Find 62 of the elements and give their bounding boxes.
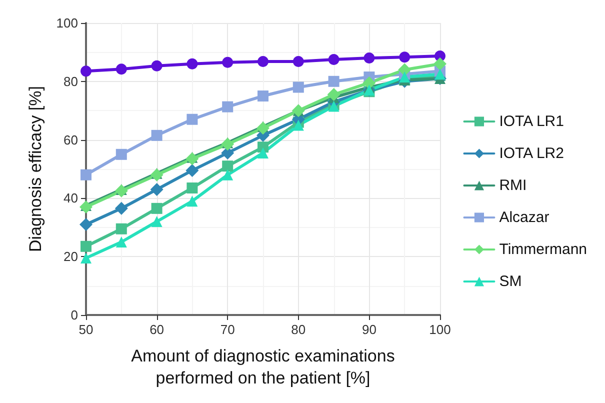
y-tick-label: 60: [64, 132, 78, 148]
legend-label: RMI: [499, 177, 527, 194]
point: [258, 56, 268, 68]
point: [222, 101, 234, 112]
y-tick-label: 80: [64, 74, 78, 89]
y-tick-label: 20: [64, 249, 78, 264]
point: [258, 90, 268, 102]
point: [222, 56, 234, 68]
y-tick-label: 0: [70, 308, 78, 322]
point: [186, 164, 199, 177]
point: [328, 54, 340, 65]
point: [362, 76, 376, 90]
point: [151, 202, 162, 214]
legend-label: IOTA LR2: [499, 145, 564, 162]
point: [328, 76, 340, 87]
point: [150, 182, 164, 196]
point: [114, 184, 128, 198]
x-tick-label: 90: [362, 322, 376, 337]
point: [80, 252, 92, 264]
y-tick-label: 100: [56, 16, 78, 30]
x-tick-label: 70: [220, 322, 235, 337]
point: [222, 169, 234, 180]
y-axis-title: Diagnosis efficacy [%]: [26, 86, 45, 252]
point: [151, 130, 162, 141]
point: [399, 52, 410, 63]
legend-label: SM: [499, 273, 522, 290]
point: [151, 60, 162, 72]
point: [292, 120, 304, 131]
point: [292, 82, 304, 93]
point: [114, 202, 128, 215]
point: [186, 182, 198, 194]
legend-label: Timmermann: [499, 241, 588, 258]
point: [186, 114, 198, 125]
point: [399, 72, 410, 83]
point: [434, 57, 446, 70]
point: [364, 52, 375, 64]
point: [292, 56, 304, 68]
x-tick-label: 60: [150, 322, 164, 337]
point: [222, 160, 234, 172]
x-tick-label: 80: [291, 322, 306, 337]
point: [221, 138, 234, 151]
point: [80, 169, 92, 180]
point: [116, 64, 127, 75]
point: [258, 147, 268, 158]
point: [80, 218, 92, 231]
point: [327, 88, 340, 102]
point: [116, 148, 127, 160]
x-axis-title: Amount of diagnostic examinations performed on the patient [%]: [131, 346, 395, 388]
legend-label: IOTA LR1: [499, 113, 564, 130]
point: [398, 63, 412, 76]
point: [80, 66, 92, 77]
point: [186, 196, 198, 207]
legend-label: Alcazar: [499, 209, 550, 226]
point: [80, 240, 92, 252]
point: [256, 122, 270, 135]
x-tick-label: 100: [429, 322, 451, 337]
x-tick-label: 50: [78, 322, 94, 337]
y-tick-label: 40: [64, 190, 78, 206]
point: [116, 236, 127, 248]
point: [116, 223, 127, 234]
point: [186, 58, 198, 70]
point: [151, 216, 162, 228]
